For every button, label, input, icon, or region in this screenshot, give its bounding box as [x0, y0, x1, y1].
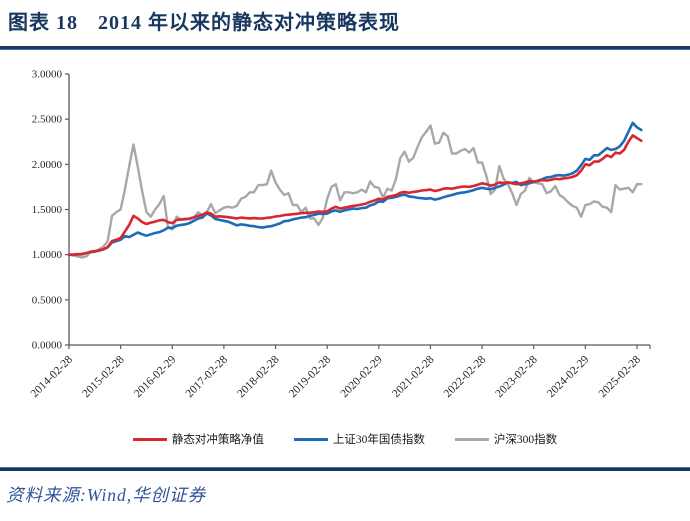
legend-swatch-icon [132, 437, 167, 441]
chart-area: 0.0000 0.5000 1.0000 1.5000 2.0000 2.5000 3.00… [0, 52, 690, 428]
x-tick-label: 2015-02-28 [80, 353, 127, 400]
legend-item-0: 静态对冲策略净值 [132, 431, 264, 447]
legend-label: 沪深300指数 [493, 434, 558, 446]
y-tick-label: 0.5000 [32, 294, 63, 306]
y-tick-label: 0.0000 [32, 340, 63, 352]
x-tick-label: 2024-02-29 [545, 353, 592, 400]
x-tick-label: 2020-02-29 [339, 353, 386, 400]
legend-label: 静态对冲策略净值 [171, 434, 264, 446]
chart-svg: 0.0000 0.5000 1.0000 1.5000 2.0000 2.5000 3.00… [29, 69, 651, 400]
chart-legend: 静态对冲策略净值 上证30年国债指数 沪深300指数 [0, 431, 690, 447]
legend-label: 上证30年国债指数 [332, 434, 425, 446]
series-line-0 [67, 134, 643, 256]
series-line-1 [67, 121, 643, 256]
figure-title: 2014 年以来的静态对冲策略表现 [98, 12, 400, 34]
title-rule [0, 46, 690, 50]
x-tick-label: 2022-02-28 [442, 353, 489, 400]
y-tick-label: 2.0000 [32, 159, 63, 171]
x-tick-label: 2019-02-28 [287, 353, 334, 400]
bottom-rule [0, 467, 690, 471]
x-tick-label: 2021-02-28 [390, 353, 437, 400]
legend-item-1: 上证30年国债指数 [293, 431, 425, 447]
source-note: 资料来源:Wind,华创证券 [6, 485, 207, 505]
y-tick-label: 1.0000 [32, 249, 63, 261]
legend-swatch-icon [293, 437, 328, 441]
y-tick-label: 2.5000 [32, 114, 63, 126]
x-tick-label: 2023-02-28 [493, 353, 540, 400]
x-tick-label: 2016-02-29 [132, 353, 179, 400]
x-tick-label: 2017-02-28 [184, 353, 231, 400]
legend-item-2: 沪深300指数 [454, 431, 558, 447]
x-tick-label: 2018-02-28 [235, 353, 282, 400]
legend-swatch-icon [454, 437, 489, 441]
y-tick-label: 1.5000 [32, 204, 63, 216]
figure-label: 图表 18 [8, 12, 78, 34]
x-tick-label: 2025-02-28 [597, 353, 644, 400]
series-line-2 [67, 124, 643, 259]
y-tick-label: 3.0000 [32, 69, 63, 81]
figure-header: 图表 18 2014 年以来的静态对冲策略表现 [8, 6, 682, 35]
x-tick-label: 2014-02-28 [29, 353, 76, 400]
